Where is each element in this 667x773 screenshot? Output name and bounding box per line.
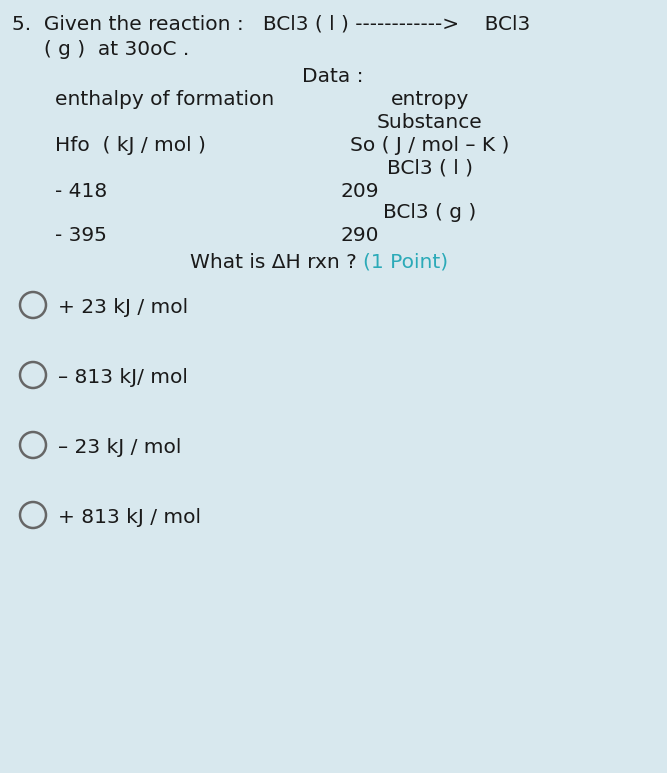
Text: Substance: Substance — [377, 113, 483, 132]
Text: BCl3 ( g ): BCl3 ( g ) — [384, 203, 477, 222]
Text: enthalpy of formation: enthalpy of formation — [55, 90, 274, 109]
Text: ( g )  at 30oC .: ( g ) at 30oC . — [12, 40, 189, 59]
Text: 209: 209 — [340, 182, 378, 201]
Text: + 23 kJ / mol: + 23 kJ / mol — [58, 298, 188, 317]
Text: So ( J / mol – K ): So ( J / mol – K ) — [350, 136, 510, 155]
Text: Hfo  ( kJ / mol ): Hfo ( kJ / mol ) — [55, 136, 206, 155]
Text: – 813 kJ/ mol: – 813 kJ/ mol — [58, 368, 188, 387]
Text: – 23 kJ / mol: – 23 kJ / mol — [58, 438, 181, 457]
Text: 5.  Given the reaction :   BCl3 ( l ) ------------>    BCl3: 5. Given the reaction : BCl3 ( l ) -----… — [12, 15, 530, 34]
Text: + 813 kJ / mol: + 813 kJ / mol — [58, 508, 201, 527]
Text: - 395: - 395 — [55, 226, 107, 245]
Text: Data :: Data : — [302, 67, 364, 86]
Text: entropy: entropy — [391, 90, 469, 109]
Text: - 418: - 418 — [55, 182, 107, 201]
Text: What is ΔH rxn ?: What is ΔH rxn ? — [190, 253, 363, 272]
Text: 290: 290 — [340, 226, 378, 245]
Text: (1 Point): (1 Point) — [363, 253, 448, 272]
Text: BCl3 ( l ): BCl3 ( l ) — [387, 159, 473, 178]
